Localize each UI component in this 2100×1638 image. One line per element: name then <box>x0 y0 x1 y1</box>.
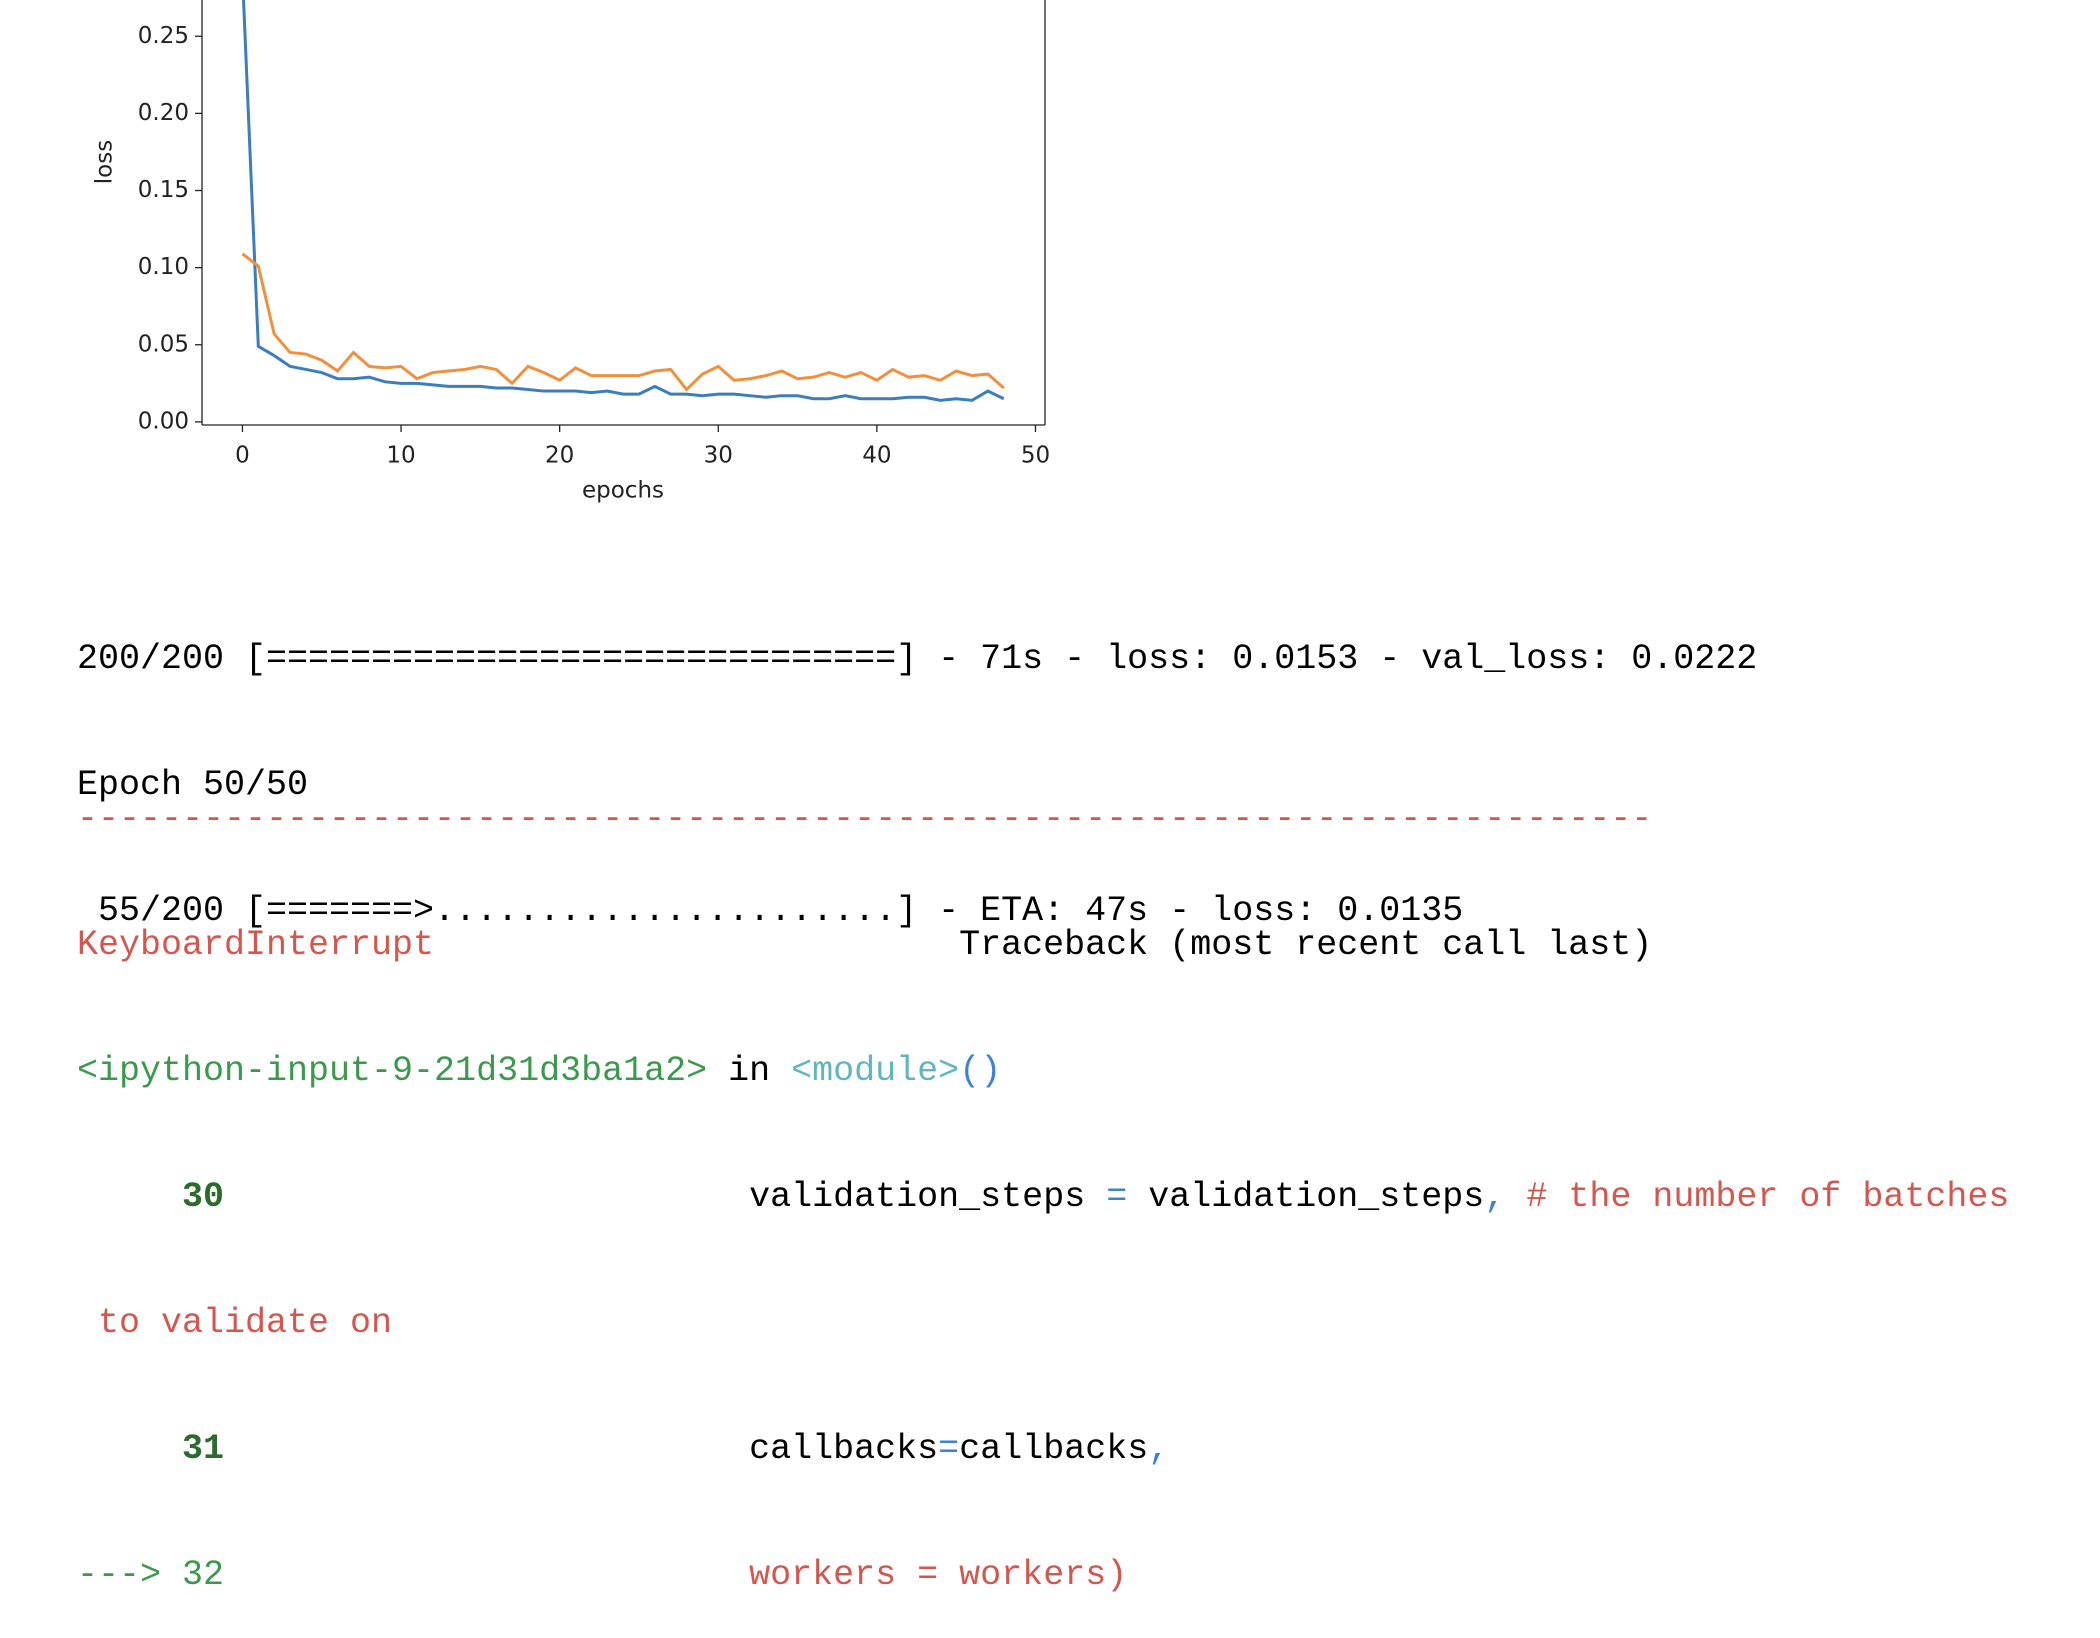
code: workers = workers) <box>749 1555 1128 1595</box>
code: validation_steps <box>749 1177 1086 1217</box>
y-tick-label: 0.10 <box>138 254 189 280</box>
y-axis-label: loss <box>92 140 118 184</box>
punct: , <box>1148 1429 1170 1469</box>
call: () <box>959 1051 1002 1091</box>
line-series <box>242 0 1005 402</box>
code: callbacks <box>959 1429 1149 1469</box>
y-tick-label: 0.20 <box>138 100 189 126</box>
x-tick-label: 30 <box>704 443 733 469</box>
line-series <box>241 252 1005 392</box>
code: validation_steps <box>1148 1177 1485 1217</box>
traceback-header: Traceback (most recent call last) <box>959 925 1653 965</box>
file: <ipython-input-9-21d31d3ba1a2> <box>77 1051 708 1091</box>
keyword: in <box>728 1051 771 1091</box>
code-line: 30 validation_steps = validation_steps, … <box>77 1176 2009 1218</box>
log-line: 200/200 [==============================]… <box>77 639 1758 679</box>
separator: ----------------------------------------… <box>77 799 1653 839</box>
operator: = <box>1106 1177 1128 1217</box>
plot-area <box>241 0 1005 402</box>
y-tick-label: 0.00 <box>138 408 189 434</box>
log-line: Epoch 50/50 <box>77 765 309 805</box>
x-axis-label: epochs <box>582 478 664 504</box>
line-number: 31 <box>182 1429 225 1469</box>
code-line: ---> 32 workers = workers) <box>77 1554 2009 1596</box>
exception: KeyboardInterrupt <box>77 925 435 965</box>
line-number: 32 <box>182 1555 225 1595</box>
x-tick-label: 40 <box>862 443 891 469</box>
comment: to validate on <box>98 1303 393 1343</box>
y-tick-label: 0.05 <box>138 331 189 357</box>
stream-output: 200/200 [==============================]… <box>77 554 1757 974</box>
page: epochs loss 0.00 0.05 0.10 0.15 0.20 0.25 0 10 2… <box>77 0 2010 1595</box>
x-tick-label: 10 <box>386 443 415 469</box>
line-number: 30 <box>182 1177 225 1217</box>
code-line-wrap: to validate on <box>77 1302 2009 1344</box>
x-tick-label: 0 <box>235 443 250 469</box>
y-tick-label: 0.25 <box>138 23 189 49</box>
error-header: KeyboardInterrupt Traceback (most recent… <box>77 924 2009 966</box>
arrow: ---> <box>77 1555 162 1595</box>
code-line: 31 callbacks=callbacks, <box>77 1428 2009 1470</box>
error-output: ----------------------------------------… <box>77 714 2009 1638</box>
operator: = <box>938 1429 960 1469</box>
location: <ipython-input-9-21d31d3ba1a2> in <modul… <box>77 1050 2009 1092</box>
code: callbacks <box>749 1429 939 1469</box>
y-tick-label: 0.15 <box>138 177 189 203</box>
chart: epochs loss 0.00 0.05 0.10 0.15 0.20 0.25 0 10 2… <box>92 0 1050 504</box>
comment: # the number of batches <box>1526 1177 2010 1217</box>
punct: , <box>1484 1177 1506 1217</box>
x-tick-label: 20 <box>545 443 574 469</box>
module: <module> <box>791 1051 960 1091</box>
x-tick-label: 50 <box>1021 443 1050 469</box>
log-line: 55/200 [=======>......................] … <box>77 891 1464 931</box>
